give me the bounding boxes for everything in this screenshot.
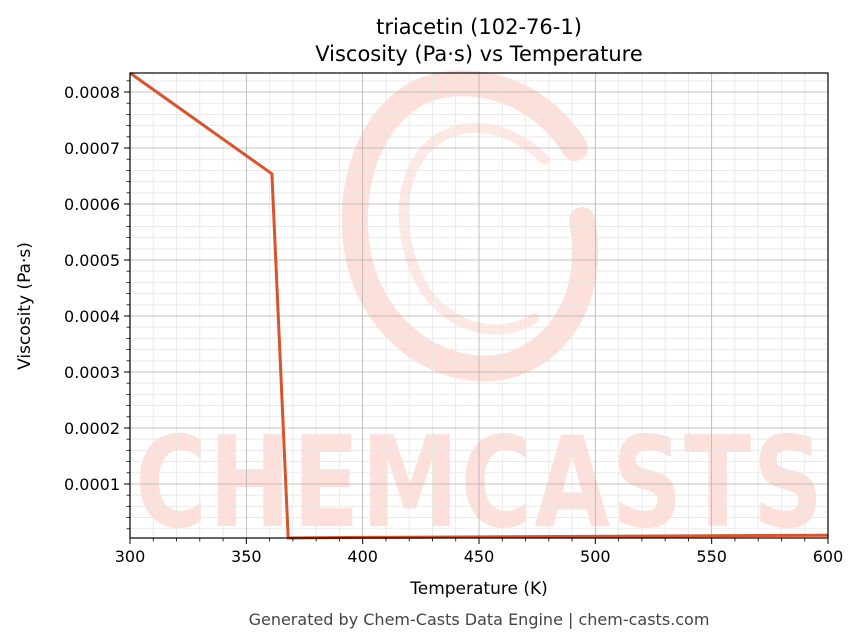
y-axis: 0.0001 0.0002 0.0003 0.0004 0.0005 0.0006 0.00… (64, 80, 130, 530)
y-tick-label: 0.0005 (64, 251, 120, 270)
watermark-text: CHEMCASTS (135, 409, 825, 556)
x-tick-label: 500 (580, 547, 611, 566)
x-tick-label: 550 (696, 547, 727, 566)
x-tick-label: 300 (115, 547, 146, 566)
x-tick-label: 400 (347, 547, 378, 566)
y-tick-label: 0.0006 (64, 195, 120, 214)
x-axis-label: Temperature (K) (409, 579, 548, 599)
x-tick-label: 450 (464, 547, 495, 566)
footer-credit: Generated by Chem-Casts Data Engine | ch… (249, 610, 710, 629)
x-tick-label: 350 (231, 547, 262, 566)
x-axis: 300 350 400 450 500 550 600 (115, 538, 844, 566)
chart-subtitle: Viscosity (Pa·s) vs Temperature (315, 42, 643, 66)
grid-major (129, 73, 829, 538)
y-tick-label: 0.0008 (64, 83, 120, 102)
chart-title: triacetin (102-76-1) (376, 15, 582, 39)
y-tick-label: 0.0004 (64, 307, 120, 326)
watermark-swirl-inner (398, 122, 550, 335)
y-tick-label: 0.0003 (64, 363, 120, 382)
y-tick-label: 0.0002 (64, 419, 120, 438)
y-axis-label: Viscosity (Pa·s) (15, 242, 35, 370)
y-tick-label: 0.0001 (64, 475, 120, 494)
y-tick-label: 0.0007 (64, 139, 120, 158)
x-tick-label: 600 (813, 547, 844, 566)
